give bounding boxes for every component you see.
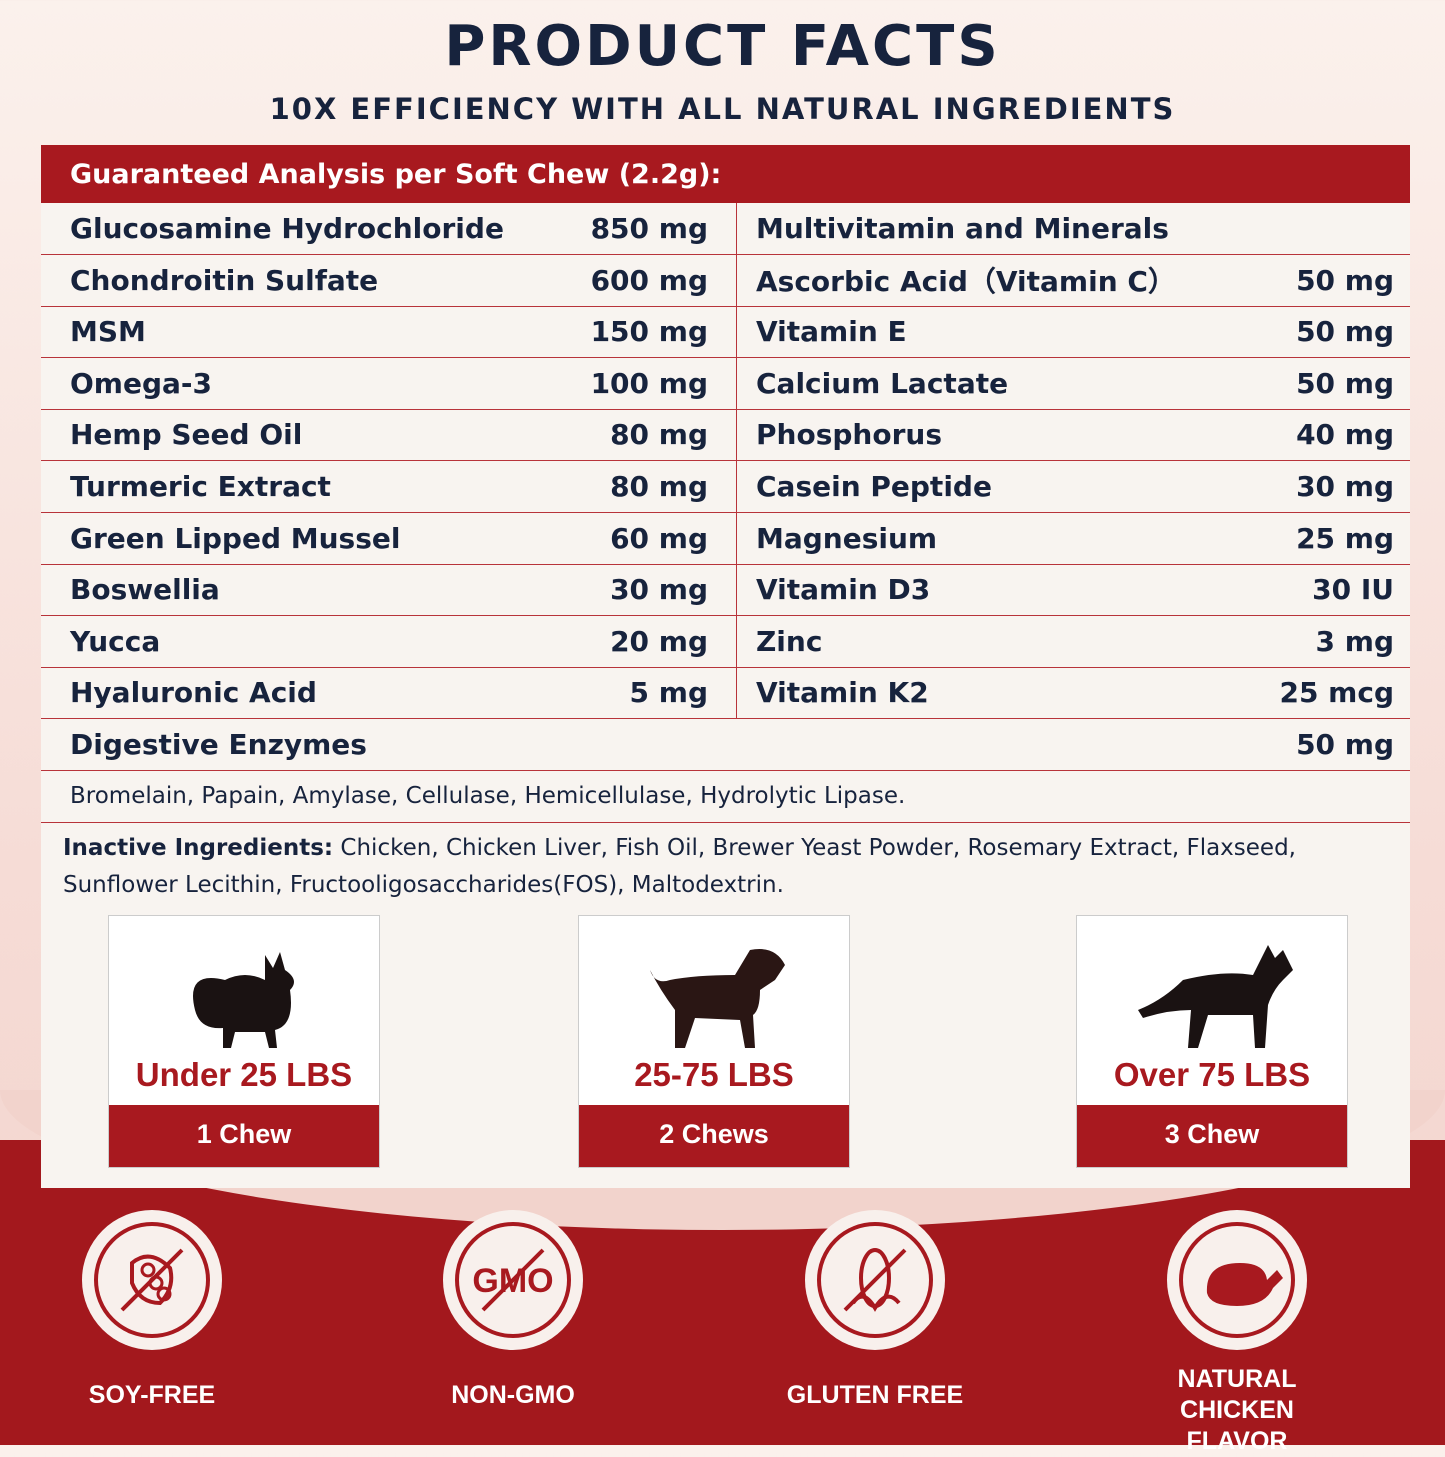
badge-label: NATURAL CHICKEN FLAVOR xyxy=(1177,1365,1297,1455)
ingredient-amount: 850 mg xyxy=(590,212,708,245)
table-heading: Guaranteed Analysis per Soft Chew (2.2g)… xyxy=(41,145,1410,203)
table-row: Vitamin D3 30 IU xyxy=(737,564,1410,617)
ingredient-name: Multivitamin and Minerals xyxy=(756,212,1169,245)
table-row: Green Lipped Mussel 60 mg xyxy=(41,512,737,565)
facts-panel: Guaranteed Analysis per Soft Chew (2.2g)… xyxy=(41,145,1410,1188)
ingredient-name: Vitamin E xyxy=(756,315,907,349)
table-row: MSM 150 mg xyxy=(41,306,737,359)
ingredient-name: MSM xyxy=(70,315,146,349)
ingredient-name: Ascorbic Acid（Vitamin C） xyxy=(756,265,1176,299)
ingredient-amount: 50 mg xyxy=(1296,315,1394,349)
ingredient-amount: 50 mg xyxy=(1296,366,1394,400)
ingredient-name: Magnesium xyxy=(756,521,938,555)
ingredient-amount: 40 mg xyxy=(1296,418,1394,452)
page-title: PRODUCT FACTS xyxy=(444,14,1001,79)
page-subtitle: 10X EFFICIENCY WITH ALL NATURAL INGREDIE… xyxy=(269,92,1176,126)
ingredient-amount: 30 IU xyxy=(1312,573,1394,607)
ingredient-amount: 50 mg xyxy=(1296,728,1394,761)
small-dog-icon xyxy=(193,952,294,1048)
no-soy-icon xyxy=(82,1210,222,1350)
ingredient-amount: 20 mg xyxy=(610,624,708,658)
table-row: Boswellia 30 mg xyxy=(41,564,737,617)
table-row: Glucosamine Hydrochloride 850 mg xyxy=(41,203,737,255)
inactive-label: Inactive Ingredients: xyxy=(63,835,334,861)
table-row: Ascorbic Acid（Vitamin C） 50 mg xyxy=(737,255,1410,307)
table-row: Hemp Seed Oil 80 mg xyxy=(41,409,737,462)
badge-label: GLUTEN FREE xyxy=(786,1381,964,1409)
table-row: Chondroitin Sulfate 600 mg xyxy=(41,254,737,307)
ingredient-name: Omega-3 xyxy=(70,366,213,400)
ingredient-name: Casein Peptide xyxy=(756,470,992,503)
table-row: Zinc 3 mg xyxy=(737,616,1410,668)
dosage-chews: 3 Chew xyxy=(1077,1105,1347,1167)
dosage-chews: 2 Chews xyxy=(579,1105,849,1167)
ingredient-amount: 5 mg xyxy=(629,676,708,710)
ingredient-name: Hyaluronic Acid xyxy=(70,676,317,710)
dosage-card-small: Under 25 LBS 1 Chew xyxy=(108,915,380,1168)
gmo-text: GMO xyxy=(472,1262,553,1300)
ingredient-amount: 60 mg xyxy=(610,521,708,555)
table-row: Yucca 20 mg xyxy=(41,615,737,668)
dosage-weight: Over 75 LBS xyxy=(1113,1056,1311,1093)
no-gmo-icon: GMO xyxy=(443,1210,583,1350)
ingredient-amount: 150 mg xyxy=(590,315,708,349)
table-row: Vitamin K2 25 mcg xyxy=(737,667,1410,720)
chicken-icon xyxy=(1167,1210,1307,1350)
dosage-weight: Under 25 LBS xyxy=(135,1056,353,1093)
large-dog-icon xyxy=(1138,945,1293,1048)
ingredient-name: Turmeric Extract xyxy=(70,470,331,503)
ingredient-amount: 25 mcg xyxy=(1279,676,1394,710)
dosage-weight: 25-75 LBS xyxy=(634,1056,794,1093)
table-row: Calcium Lactate 50 mg xyxy=(737,358,1410,410)
ingredient-amount: 3 mg xyxy=(1315,624,1394,658)
no-gluten-icon xyxy=(805,1210,945,1350)
ingredient-amount: 600 mg xyxy=(590,263,708,297)
ingredient-amount: 80 mg xyxy=(610,418,708,452)
table-row-digestive: Digestive Enzymes 50 mg xyxy=(41,719,1410,771)
table-row: Multivitamin and Minerals xyxy=(737,203,1410,255)
medium-dog-icon xyxy=(650,949,785,1048)
table-row: Vitamin E 50 mg xyxy=(737,306,1410,359)
ingredient-name: Glucosamine Hydrochloride xyxy=(70,212,504,245)
ingredient-name: Vitamin D3 xyxy=(756,573,931,607)
table-row: Omega-3 100 mg xyxy=(41,357,737,410)
table-row: Hyaluronic Acid 5 mg xyxy=(41,667,737,720)
ingredient-amount: 25 mg xyxy=(1296,521,1394,555)
ingredient-amount: 50 mg xyxy=(1296,263,1394,297)
table-row: Casein Peptide 30 mg xyxy=(737,461,1410,513)
dosage-card-large: Over 75 LBS 3 Chew xyxy=(1076,915,1348,1168)
ingredient-amount: 80 mg xyxy=(610,470,708,503)
ingredient-name: Green Lipped Mussel xyxy=(70,521,401,555)
badge-label: SOY-FREE xyxy=(88,1381,216,1409)
ingredient-amount: 30 mg xyxy=(1296,470,1394,503)
ingredient-amount: 30 mg xyxy=(610,573,708,607)
inactive-ingredients: Inactive Ingredients: Chicken, Chicken L… xyxy=(63,830,1383,904)
ingredient-name: Hemp Seed Oil xyxy=(70,418,303,452)
ingredient-name: Calcium Lactate xyxy=(756,366,1009,400)
ingredient-name: Chondroitin Sulfate xyxy=(70,263,379,297)
table-row: Turmeric Extract 80 mg xyxy=(41,461,737,513)
ingredient-name: Phosphorus xyxy=(756,418,942,452)
table-row: Phosphorus 40 mg xyxy=(737,409,1410,462)
ingredient-name: Zinc xyxy=(756,624,823,658)
dosage-card-medium: 25-75 LBS 2 Chews xyxy=(578,915,850,1168)
table-row: Magnesium 25 mg xyxy=(737,513,1410,565)
ingredient-amount: 100 mg xyxy=(590,366,708,400)
dosage-chews: 1 Chew xyxy=(109,1105,379,1167)
inactive-text: Chicken, Chicken Liver, Fish Oil, Brewer… xyxy=(63,835,1296,898)
ingredient-name: Boswellia xyxy=(70,573,220,607)
enzyme-list: Bromelain, Papain, Amylase, Cellulase, H… xyxy=(41,771,1410,823)
ingredient-name: Yucca xyxy=(70,624,161,658)
badge-label: NON-GMO xyxy=(451,1381,575,1409)
ingredient-name: Digestive Enzymes xyxy=(70,728,367,761)
ingredient-name: Vitamin K2 xyxy=(756,676,929,710)
